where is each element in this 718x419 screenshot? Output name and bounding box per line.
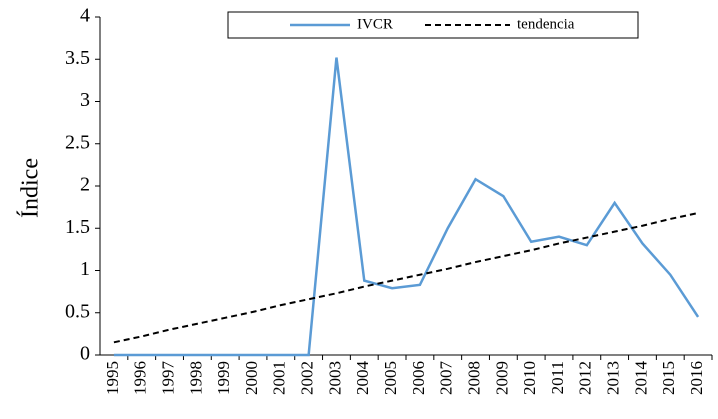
x-tick-label: 2013 <box>604 361 623 395</box>
y-tick-label: 1.5 <box>65 216 90 238</box>
y-tick-label: 2.5 <box>65 131 90 153</box>
x-tick-label: 1999 <box>214 361 233 395</box>
x-tick-label: 1996 <box>131 361 150 395</box>
legend-label: IVCR <box>357 16 393 32</box>
x-tick-label: 2000 <box>242 361 261 395</box>
x-tick-label: 1998 <box>186 361 205 395</box>
y-tick-label: 1 <box>80 258 90 280</box>
x-tick-label: 1995 <box>103 361 122 395</box>
x-tick-label: 2008 <box>464 361 483 395</box>
x-tick-label: 2002 <box>298 361 317 395</box>
x-tick-label: 2009 <box>492 361 511 395</box>
y-tick-label: 0 <box>80 343 90 365</box>
legend-box <box>227 11 639 39</box>
x-tick-label: 1997 <box>158 361 177 396</box>
x-tick-label: 2010 <box>520 361 539 395</box>
x-tick-label: 2014 <box>631 361 650 396</box>
y-tick-label: 0.5 <box>65 300 90 322</box>
y-axis-title: Índice <box>18 158 44 218</box>
legend-label: tendencia <box>517 16 575 32</box>
y-tick-label: 2 <box>80 174 90 196</box>
x-tick-label: 2006 <box>409 361 428 395</box>
series-line <box>113 57 700 357</box>
y-tick-label: 3 <box>80 89 90 111</box>
y-tick-label: 4 <box>80 5 90 27</box>
x-tick-label: 2007 <box>437 361 456 396</box>
x-tick-label: 2015 <box>659 361 678 395</box>
x-tick-label: 2012 <box>576 361 595 395</box>
x-tick-label: 2004 <box>353 361 372 396</box>
series-line <box>113 212 699 344</box>
x-tick-label: 2003 <box>325 361 344 395</box>
y-tick-label: 3.5 <box>65 47 90 69</box>
x-tick-label: 2001 <box>270 361 289 395</box>
x-tick-label: 2005 <box>381 361 400 395</box>
x-tick-label: 2016 <box>687 361 706 395</box>
x-tick-label: 2011 <box>548 361 567 394</box>
